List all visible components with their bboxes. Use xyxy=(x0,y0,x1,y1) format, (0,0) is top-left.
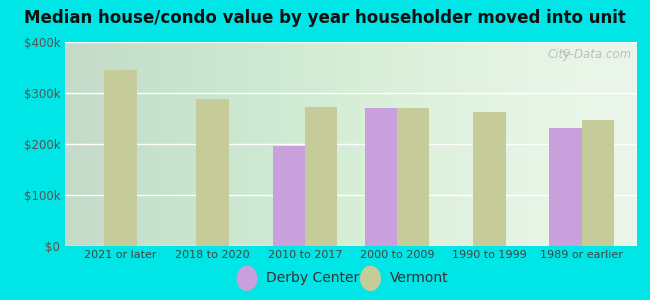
Ellipse shape xyxy=(237,266,257,290)
Bar xyxy=(104,70,136,246)
Bar xyxy=(473,112,506,246)
Bar xyxy=(397,108,430,246)
Bar xyxy=(305,107,337,246)
Bar xyxy=(365,108,397,246)
Text: Vermont: Vermont xyxy=(390,272,448,285)
Bar xyxy=(549,128,582,246)
Bar xyxy=(196,99,229,246)
Ellipse shape xyxy=(361,266,380,290)
Bar xyxy=(272,146,305,246)
Text: Median house/condo value by year householder moved into unit: Median house/condo value by year househo… xyxy=(24,9,626,27)
Text: City-Data.com: City-Data.com xyxy=(547,48,631,61)
Bar xyxy=(582,120,614,246)
Text: Derby Center: Derby Center xyxy=(266,272,359,285)
Text: ⊙: ⊙ xyxy=(562,48,571,58)
